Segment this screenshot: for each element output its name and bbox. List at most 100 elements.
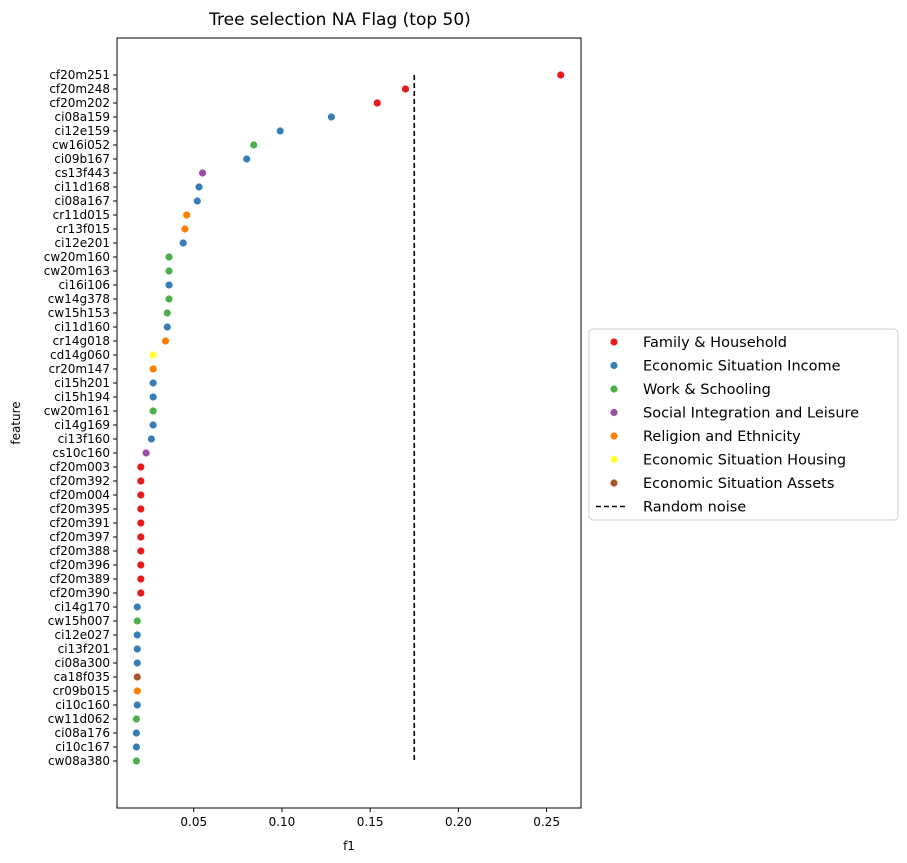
data-point xyxy=(137,589,145,597)
y-tick-label: ci08a300 xyxy=(55,656,110,670)
data-point xyxy=(163,309,171,317)
y-tick-label: ci16i106 xyxy=(59,278,110,292)
y-tick-label: cw15h007 xyxy=(48,614,110,628)
data-point xyxy=(137,547,145,555)
legend-label: Religion and Ethnicity xyxy=(643,429,801,445)
data-point xyxy=(137,477,145,485)
data-point xyxy=(195,183,203,191)
y-tick-label: cf20m392 xyxy=(49,474,110,488)
y-tick-label: cf20m391 xyxy=(49,516,110,530)
y-tick-label: cf20m202 xyxy=(49,96,110,110)
y-tick-label: cr09b015 xyxy=(53,684,110,698)
data-point xyxy=(149,365,157,373)
y-tick-label: ci08a159 xyxy=(55,110,110,124)
y-tick-label: cd14g060 xyxy=(50,348,110,362)
data-point xyxy=(165,295,173,303)
y-tick-label: ci15h201 xyxy=(54,376,110,390)
x-axis-title: f1 xyxy=(343,839,355,853)
legend-marker xyxy=(610,408,618,417)
data-point xyxy=(137,491,145,499)
legend-box xyxy=(588,328,899,521)
legend-label: Economic Situation Assets xyxy=(643,476,834,492)
data-point xyxy=(149,379,157,387)
legend-items: Family & Household Economic Situation Inc… xyxy=(596,335,859,516)
y-tick-label: cw14g378 xyxy=(48,292,110,306)
data-point xyxy=(132,757,141,765)
data-point xyxy=(132,743,141,751)
y-tick-label: ci08a167 xyxy=(55,194,110,208)
y-tick-label: ci14g169 xyxy=(54,418,110,432)
data-point xyxy=(401,85,410,93)
data-points-layer xyxy=(132,71,565,765)
y-tick-label: cr14g018 xyxy=(53,334,110,348)
y-tick-label: ci08a176 xyxy=(55,726,110,740)
data-point xyxy=(133,631,141,639)
y-tick-label: cf20m248 xyxy=(49,82,110,96)
legend-label: Random noise xyxy=(643,500,746,516)
data-point xyxy=(165,253,173,261)
legend-label: Family & Household xyxy=(643,335,787,351)
x-tick-label: 0.05 xyxy=(180,815,207,829)
y-tick-label: cf20m390 xyxy=(49,586,110,600)
data-point xyxy=(183,211,191,219)
chart-title: Tree selection NA Flag (top 50) xyxy=(208,10,471,30)
data-point xyxy=(250,141,258,149)
legend-label: Economic Situation Income xyxy=(643,359,841,375)
y-tick-label: cw20m163 xyxy=(44,264,110,278)
y-tick-label: cw20m161 xyxy=(44,404,110,418)
y-tick-label: ci12e159 xyxy=(55,124,111,138)
data-point xyxy=(149,351,157,359)
y-tick-label: cf20m397 xyxy=(49,530,110,544)
y-tick-label: cr20m147 xyxy=(49,362,110,376)
y-tick-label: cf20m389 xyxy=(49,572,110,586)
x-tick-label: 0.10 xyxy=(269,815,296,829)
data-point xyxy=(149,393,157,401)
y-tick-label: ci10c160 xyxy=(55,698,110,712)
y-tick-label: cr13f015 xyxy=(56,222,110,236)
data-point xyxy=(161,337,170,345)
y-tick-label: cs13f443 xyxy=(55,166,110,180)
data-point xyxy=(137,463,145,471)
y-tick-label: ci11d160 xyxy=(54,320,110,334)
data-point xyxy=(276,127,284,135)
y-tick-label: cf20m388 xyxy=(49,544,110,558)
data-point xyxy=(133,673,141,681)
legend-marker xyxy=(610,361,618,370)
data-point xyxy=(163,323,171,331)
y-tick-label: ca18f035 xyxy=(54,670,110,684)
y-tick-label: ci15h194 xyxy=(54,390,110,404)
legend-marker xyxy=(610,432,618,440)
data-point xyxy=(133,701,141,709)
legend-marker xyxy=(610,385,618,393)
y-tick-label: ci12e201 xyxy=(55,236,111,250)
y-axis-ticks: cf20m251cf20m248cf20m202ci08a159ci12e159… xyxy=(44,68,117,768)
legend-marker xyxy=(610,455,618,464)
data-point xyxy=(133,687,141,695)
y-tick-label: ci14g170 xyxy=(54,600,110,614)
data-point xyxy=(149,407,157,415)
data-point xyxy=(179,239,187,247)
legend: Family & Household Economic Situation Inc… xyxy=(588,328,899,521)
data-point xyxy=(327,113,335,121)
y-tick-label: cf20m396 xyxy=(49,558,110,572)
data-point xyxy=(165,281,173,289)
data-point xyxy=(243,155,251,163)
y-tick-label: ci13f160 xyxy=(58,432,110,446)
data-point xyxy=(149,421,157,429)
data-point xyxy=(137,575,145,583)
data-point xyxy=(133,645,141,653)
data-point xyxy=(137,505,145,513)
plot-area-frame xyxy=(116,37,582,809)
legend-label: Economic Situation Housing xyxy=(643,453,846,469)
legend-label: Social Integration and Leisure xyxy=(643,406,859,422)
legend-marker xyxy=(610,338,618,346)
data-point xyxy=(133,603,141,611)
x-tick-label: 0.20 xyxy=(445,815,472,829)
y-tick-label: cf20m004 xyxy=(49,488,110,502)
data-point xyxy=(133,617,141,625)
y-tick-label: cw11d062 xyxy=(48,712,110,726)
data-point xyxy=(137,533,145,541)
data-point xyxy=(137,561,145,569)
data-point xyxy=(137,519,145,527)
